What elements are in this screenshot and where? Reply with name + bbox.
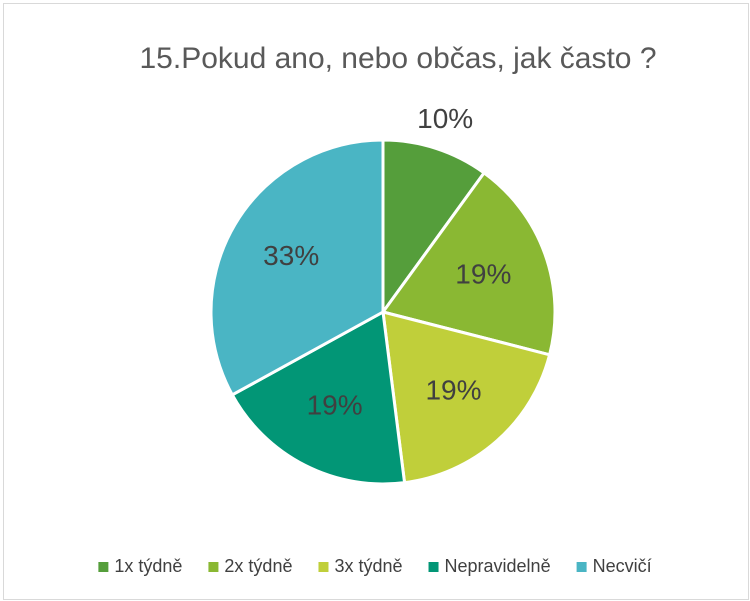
legend-label: Nepravidelně bbox=[445, 556, 551, 576]
pie-slice bbox=[381, 309, 552, 485]
legend-label: Necvičí bbox=[593, 556, 652, 576]
pie-slice bbox=[380, 170, 557, 357]
legend-label: 1x týdně bbox=[114, 556, 182, 576]
data-label: 10% bbox=[417, 103, 473, 134]
data-label: 19% bbox=[425, 374, 481, 405]
data-label: 33% bbox=[263, 240, 319, 271]
data-label: 19% bbox=[307, 389, 363, 420]
legend-swatch bbox=[576, 562, 587, 572]
legend-swatch bbox=[428, 562, 439, 572]
pie-slice bbox=[381, 138, 487, 317]
data-label: 19% bbox=[455, 258, 511, 289]
legend-swatch bbox=[208, 562, 219, 572]
chart-title: 15.Pokud ano, nebo občas, jak často ? bbox=[139, 42, 656, 75]
legend-label: 2x týdně bbox=[224, 556, 292, 576]
pie-slice bbox=[230, 309, 407, 486]
pie-slice bbox=[209, 138, 385, 397]
legend-label: 3x týdně bbox=[334, 556, 402, 576]
legend-swatch bbox=[98, 562, 109, 572]
legend-swatch bbox=[318, 562, 329, 572]
